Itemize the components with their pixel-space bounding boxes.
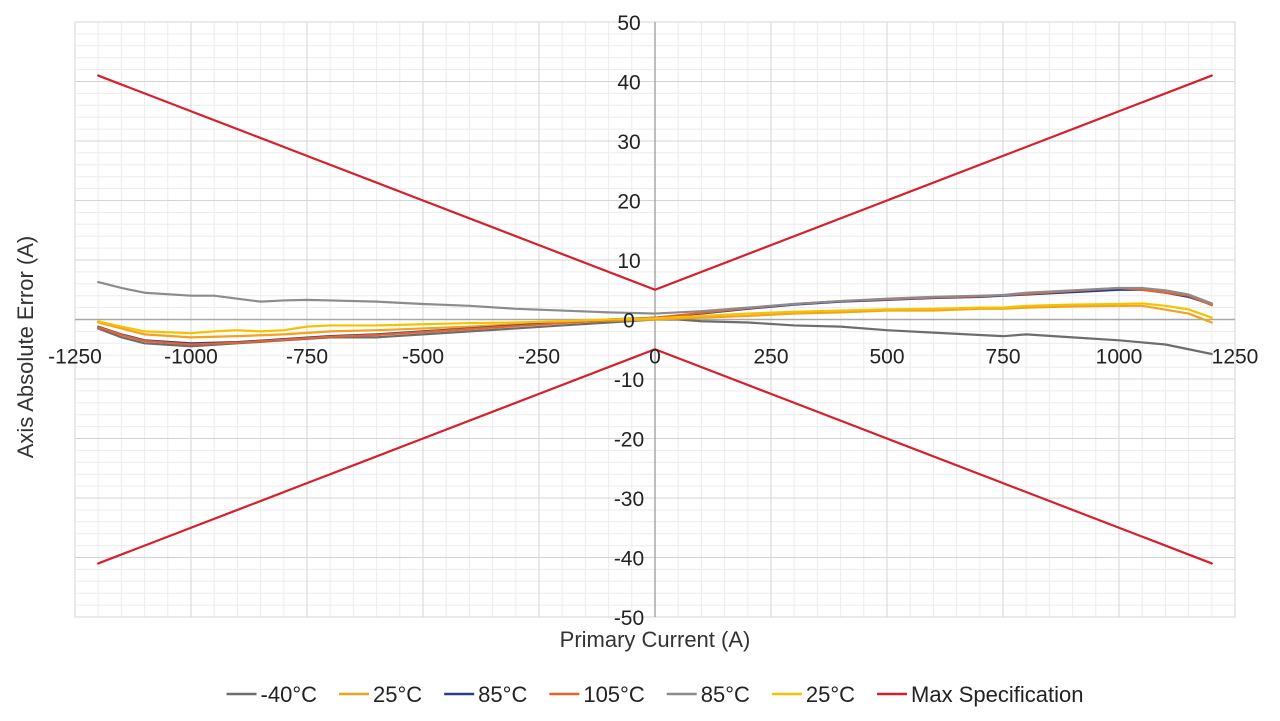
- x-tick-label: 1000: [1096, 346, 1143, 369]
- legend: -40°C 25°C 85°C 105°C 85°C 25°C Max Specificat…: [226, 682, 1083, 707]
- y-tick-label: 20: [617, 191, 640, 214]
- series-line: [97, 302, 1213, 335]
- y-tick-label: -20: [614, 429, 644, 452]
- y-tick-label: -30: [614, 488, 644, 511]
- legend-label: 105°C: [583, 682, 645, 707]
- x-tick-label: -1250: [48, 346, 102, 369]
- x-tick-label: -1000: [164, 346, 218, 369]
- y-tick-label: -40: [614, 548, 644, 571]
- series-line: [97, 74, 1213, 291]
- data-series: [97, 74, 1213, 565]
- y-tick-label: 50: [617, 12, 640, 35]
- legend-label: Max Specification: [911, 682, 1083, 707]
- x-tick-label: 0: [649, 346, 661, 369]
- legend-label: 85°C: [478, 682, 527, 707]
- x-tick-label: -500: [402, 346, 444, 369]
- legend-label: 25°C: [806, 682, 855, 707]
- legend-label: -40°C: [261, 682, 318, 707]
- y-tick-labels: -50 -40 -30 -20 -10 0 10 20 30 40 50: [614, 12, 644, 630]
- legend-label: 25°C: [373, 682, 422, 707]
- x-tick-label: -250: [518, 346, 560, 369]
- series-line: [97, 304, 1213, 339]
- x-tick-label: 500: [869, 346, 904, 369]
- series-line: [97, 348, 1213, 565]
- y-tick-label: 30: [617, 131, 640, 154]
- y-tick-label: 0: [623, 310, 635, 333]
- y-tick-label: -50: [614, 607, 644, 630]
- legend-label: 85°C: [701, 682, 750, 707]
- y-axis-title: Axis Absolute Error (A): [13, 236, 38, 459]
- y-tick-label: -10: [614, 369, 644, 392]
- y-tick-label: 40: [617, 72, 640, 95]
- x-tick-label: 750: [985, 346, 1020, 369]
- series-line: [97, 280, 1213, 315]
- x-tick-label: 1250: [1212, 346, 1259, 369]
- x-axis-title: Primary Current (A): [560, 627, 751, 652]
- x-tick-label: 250: [753, 346, 788, 369]
- x-tick-labels: -1250 -1000 -750 -500 -250 0 250 500 750 1000 1250: [48, 346, 1258, 369]
- x-tick-label: -750: [286, 346, 328, 369]
- y-tick-label: 10: [617, 250, 640, 273]
